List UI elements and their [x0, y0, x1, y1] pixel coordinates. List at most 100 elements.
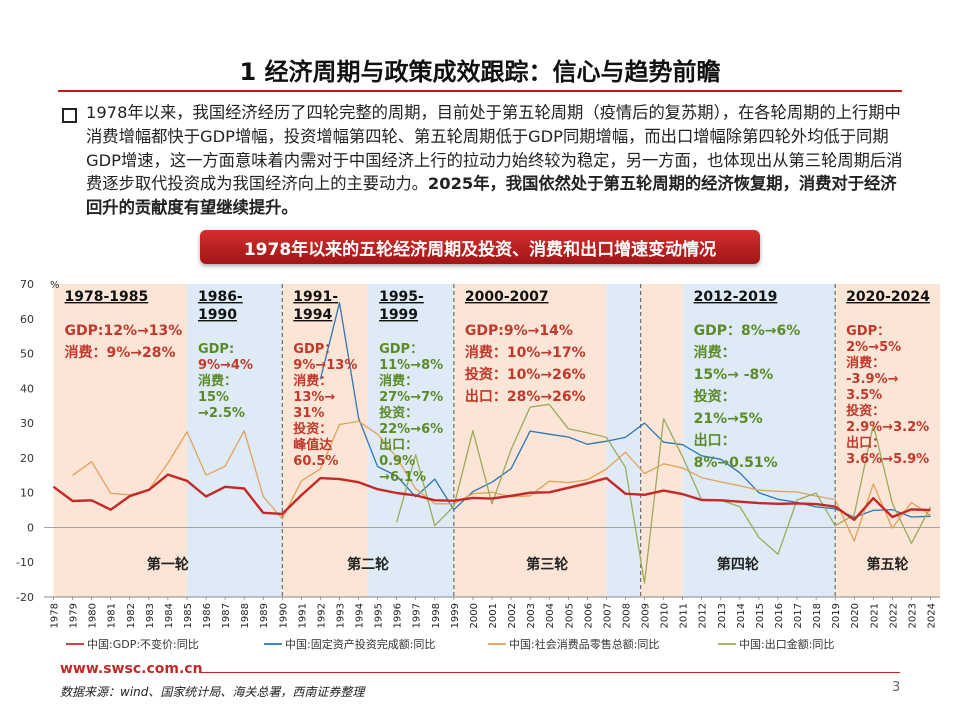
cycle-chart: -20 -10 0 10 20 30 40 50 60 70 % 1978 1979 1980 1981 19…: [16, 278, 940, 651]
period-annotation: GDP:12%→13%: [65, 323, 183, 339]
cycle-period-bg: [53, 284, 187, 597]
period-title: 1986-: [198, 289, 243, 305]
x-tick-label: 2003: [526, 603, 537, 628]
x-tick-label: 2016: [774, 603, 785, 628]
period-title: 2012-2019: [694, 289, 778, 305]
cycle-label: 第五轮: [867, 556, 909, 573]
cycle-period-bg: [835, 284, 940, 597]
period-title: 1995-: [379, 289, 424, 305]
y-tick-label: -10: [16, 556, 34, 569]
period-annotation: 投资：: [846, 403, 885, 419]
period-annotation: 8%→0.51%: [694, 455, 778, 471]
period-annotation: 消费：: [198, 373, 237, 389]
period-annotation: 2.9%→3.2%: [846, 420, 929, 435]
period-annotation: 21%→5%: [694, 411, 763, 427]
period-annotation: 出口：: [846, 435, 885, 451]
x-tick-label: 2018: [812, 603, 823, 628]
x-tick-label: 1981: [107, 603, 118, 628]
summary-paragraph: 1978年以来，我国经济经历了四轮完整的周期，目前处于第五轮周期（疫情后的复苏期…: [86, 101, 906, 220]
period-title: 1999: [379, 307, 418, 323]
legend-label: 中国:出口金额:同比: [739, 637, 834, 651]
legend-label: 中国:GDP:不变价:同比: [87, 637, 199, 651]
cycle-period-bg: [682, 284, 836, 597]
series-line: [52, 473, 931, 521]
x-tick-label: 2023: [907, 603, 918, 628]
cycle-period-bg: [186, 284, 283, 597]
footer-divider: [200, 672, 900, 673]
footer-url[interactable]: www.swsc.com.cn: [60, 661, 203, 677]
x-tick-label: 1978: [50, 603, 61, 628]
period-annotation: 消费：: [379, 373, 418, 389]
cycle-label: 第二轮: [347, 556, 389, 573]
period-annotation: GDP：8%→6%: [694, 323, 801, 339]
period-annotation: 9%→4%: [198, 358, 253, 373]
x-tick-label: 2013: [717, 603, 728, 628]
x-tick-label: 2005: [564, 603, 575, 628]
x-tick-label: 1984: [164, 603, 175, 628]
period-annotation: 出口：: [379, 437, 418, 453]
x-tick-label: 2021: [869, 603, 880, 628]
x-tick-label: 2001: [488, 603, 499, 628]
summary-text: 1978年以来，我国经济经历了四轮完整的周期，目前处于第五轮周期（疫情后的复苏期…: [86, 103, 903, 194]
period-annotation: 消费：: [694, 344, 736, 361]
x-tick-label: 2006: [583, 603, 594, 628]
x-tick-label: 1998: [431, 603, 442, 628]
x-tick-label: 1994: [355, 603, 366, 628]
period-annotation: 9%→13%: [293, 358, 357, 373]
x-tick-label: 1997: [412, 603, 423, 628]
x-tick-label: 2017: [793, 603, 804, 628]
period-annotation: 3.5%: [846, 388, 882, 403]
period-annotation: GDP:: [198, 342, 234, 357]
x-tick-label: 1995: [374, 603, 385, 628]
period-annotation: 出口：: [694, 432, 736, 449]
cycle-period-bg: [453, 284, 607, 597]
period-annotation: 2%→5%: [846, 340, 901, 355]
period-annotation: 11%→8%: [379, 358, 443, 373]
x-tick-label: 2019: [831, 603, 842, 628]
data-source: 数据来源：wind、国家统计局、海关总署，西南证券整理: [60, 685, 365, 699]
period-annotation: 投资：: [694, 388, 736, 405]
legend-label: 中国:社会消费品零售总额:同比: [509, 637, 659, 651]
x-tick-label: 2000: [469, 603, 480, 628]
title-underline: [58, 90, 902, 92]
period-annotation: 15%→ -8%: [694, 367, 774, 383]
period-annotation: 消费：: [846, 355, 885, 371]
x-tick-label: 2014: [736, 603, 747, 628]
x-tick-label: 1982: [126, 603, 137, 628]
series-line: [72, 420, 931, 542]
period-title: 1978-1985: [65, 289, 149, 305]
x-tick-label: 1983: [145, 603, 156, 628]
x-tick-label: 1999: [450, 603, 461, 628]
period-annotation: 0.9%: [379, 454, 415, 469]
period-annotation: 消费：10%→17%: [465, 344, 586, 361]
period-annotation: 15%: [198, 390, 229, 405]
period-annotation: 60.5%: [293, 454, 338, 469]
period-annotation: 31%: [293, 406, 324, 421]
chart-banner: 1978年以来的五轮经济周期及投资、消费和出口增速变动情况: [200, 230, 760, 264]
x-tick-label: 1988: [240, 603, 251, 628]
x-tick-label: 2010: [660, 603, 671, 628]
period-annotation: →2.5%: [198, 406, 245, 421]
x-tick-label: 2007: [602, 603, 613, 628]
page-number: 3: [892, 680, 901, 695]
y-tick-label: 20: [20, 452, 34, 465]
period-annotation: 22%→6%: [379, 422, 443, 437]
y-tick-label: -20: [16, 591, 34, 604]
x-tick-label: 1996: [393, 603, 404, 628]
x-tick-label: 1992: [316, 603, 327, 628]
period-annotation: 27%→7%: [379, 390, 443, 405]
x-tick-label: 1987: [221, 603, 232, 628]
cycle-period-bg: [282, 284, 369, 597]
x-tick-label: 1980: [88, 603, 99, 628]
period-annotation: 投资：: [379, 405, 418, 421]
period-annotation: 投资：: [293, 421, 332, 437]
cycle-label: 第一轮: [147, 556, 189, 573]
x-tick-label: 1991: [297, 603, 308, 628]
period-annotation: 13%→: [293, 390, 335, 405]
x-tick-label: 2015: [755, 603, 766, 628]
x-tick-label: 2011: [679, 603, 690, 628]
x-tick-label: 2012: [698, 603, 709, 628]
x-tick-label: 1989: [259, 603, 270, 628]
period-annotation: 消费：: [293, 373, 332, 389]
x-tick-label: 2008: [621, 603, 632, 628]
